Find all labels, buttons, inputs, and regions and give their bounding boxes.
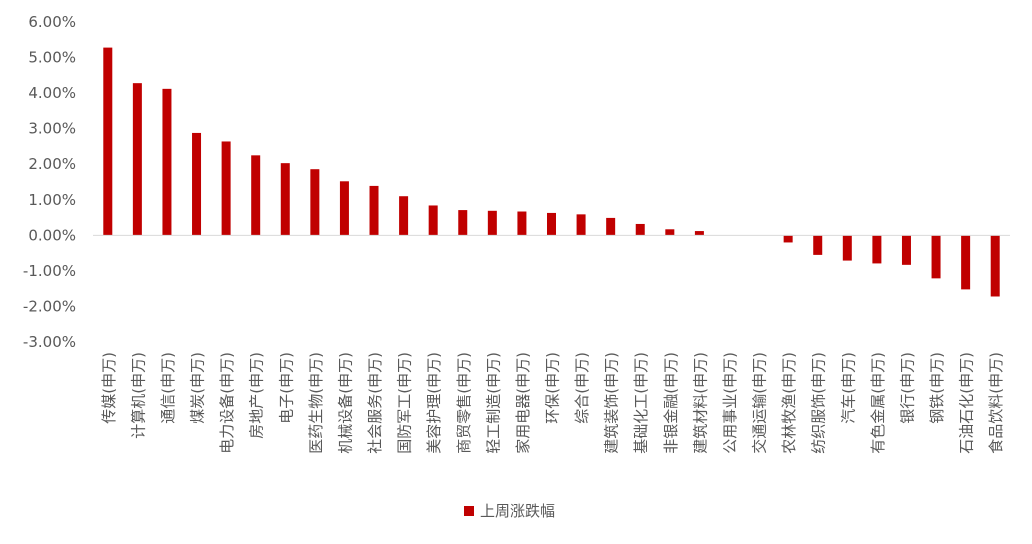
bar	[901, 235, 911, 265]
x-tick-label: 建筑材料(申万)	[691, 352, 709, 454]
bar	[339, 181, 349, 236]
y-tick-label: 1.00%	[28, 191, 76, 209]
y-tick-label: -2.00%	[23, 297, 76, 315]
bar	[547, 212, 556, 236]
x-tick-label: 石油石化(申万)	[958, 352, 976, 454]
bar	[162, 88, 172, 236]
x-tick-label: 建筑装饰(申万)	[603, 352, 621, 454]
bar	[783, 235, 793, 243]
y-axis: 6.00% 5.00% 4.00% 3.00% 2.00% 1.00% 0.00% -1.00…	[23, 13, 76, 351]
bar	[458, 210, 468, 236]
bar	[132, 83, 142, 236]
bar	[665, 229, 675, 236]
x-tick-label: 综合(申万)	[573, 352, 591, 424]
bar	[813, 235, 823, 255]
bar	[103, 47, 113, 236]
bar	[399, 196, 409, 236]
bar	[990, 235, 1000, 297]
x-tick-label: 传媒(申万)	[100, 352, 118, 424]
bars	[103, 47, 1000, 297]
x-tick-label: 国防军工(申万)	[396, 352, 414, 454]
x-tick-label: 农林牧渔(申万)	[780, 352, 798, 454]
legend-label: 上周涨跌幅	[480, 502, 555, 520]
x-tick-label: 交通运输(申万)	[751, 352, 769, 454]
x-tick-label: 电力设备(申万)	[218, 352, 236, 454]
x-tick-label: 美容护理(申万)	[425, 352, 443, 454]
bar	[487, 210, 497, 236]
x-tick-label: 社会服务(申万)	[366, 352, 384, 454]
bar	[192, 132, 202, 236]
y-tick-label: -1.00%	[23, 262, 76, 280]
legend-swatch	[464, 506, 474, 516]
x-tick-label: 汽车(申万)	[839, 352, 857, 424]
x-tick-label: 银行(申万)	[898, 352, 916, 424]
y-tick-label: 4.00%	[28, 84, 76, 102]
y-tick-label: 0.00%	[28, 226, 76, 244]
bar	[694, 231, 704, 236]
x-tick-label: 食品饮料(申万)	[987, 352, 1005, 454]
bar	[517, 211, 527, 236]
x-tick-label: 环保(申万)	[544, 352, 562, 424]
y-tick-label: 6.00%	[28, 13, 76, 31]
x-tick-label: 轻工制造(申万)	[484, 352, 502, 454]
x-tick-label: 非银金融(申万)	[662, 352, 680, 454]
x-tick-label: 通信(申万)	[159, 352, 177, 424]
bar	[310, 169, 320, 236]
y-tick-label: 3.00%	[28, 120, 76, 138]
x-tick-label: 房地产(申万)	[248, 352, 266, 439]
bar	[872, 235, 882, 264]
bar	[280, 163, 290, 236]
x-tick-label: 医药生物(申万)	[307, 352, 325, 454]
x-tick-label: 家用电器(申万)	[514, 352, 532, 454]
x-tick-label: 纺织服饰(申万)	[810, 352, 828, 454]
x-tick-label: 商贸零售(申万)	[455, 352, 473, 454]
y-tick-label: -3.00%	[23, 333, 76, 351]
x-tick-label: 电子(申万)	[277, 352, 295, 424]
x-tick-label: 基础化工(申万)	[632, 352, 650, 454]
bar	[251, 155, 261, 236]
y-tick-label: 2.00%	[28, 155, 76, 173]
bar	[931, 235, 941, 279]
bar	[221, 141, 231, 236]
bar	[428, 205, 438, 236]
x-tick-label: 机械设备(申万)	[336, 352, 354, 454]
bar	[842, 235, 852, 261]
x-tick-label: 计算机(申万)	[129, 352, 147, 439]
x-tick-label: 钢铁(申万)	[928, 352, 946, 424]
bar	[961, 235, 971, 290]
legend: 上周涨跌幅	[464, 502, 555, 520]
x-tick-label: 公用事业(申万)	[721, 352, 739, 454]
x-tick-label: 煤炭(申万)	[189, 352, 207, 424]
y-tick-label: 5.00%	[28, 49, 76, 67]
bar	[369, 185, 379, 236]
bar	[606, 217, 616, 236]
x-axis: 传媒(申万) 计算机(申万) 通信(申万) 煤炭(申万) 电力设备(申万) 房地产(申万)…	[100, 352, 1005, 454]
bar	[635, 223, 645, 236]
x-tick-label: 有色金属(申万)	[869, 352, 887, 454]
bar	[576, 214, 586, 236]
